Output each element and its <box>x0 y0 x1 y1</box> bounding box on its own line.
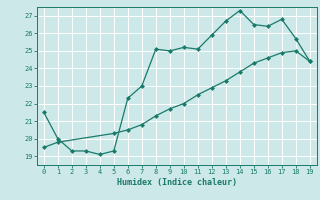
X-axis label: Humidex (Indice chaleur): Humidex (Indice chaleur) <box>117 178 237 187</box>
